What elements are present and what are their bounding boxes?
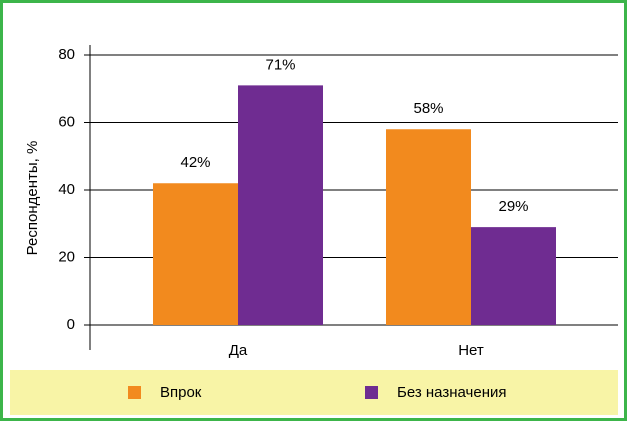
legend-label: Без назначения	[397, 384, 506, 401]
x-tick-label: Нет	[458, 342, 484, 359]
y-tick-label: 60	[58, 113, 75, 130]
y-tick-label: 80	[58, 46, 75, 63]
legend-swatch	[128, 386, 141, 399]
bar	[386, 129, 471, 325]
bar	[153, 183, 238, 325]
x-tick-label: Да	[229, 342, 248, 359]
bar	[471, 227, 556, 325]
value-label: 58%	[413, 100, 443, 117]
y-tick-label: 40	[58, 181, 75, 198]
legend-label: Впрок	[160, 384, 202, 401]
y-tick-label: 20	[58, 248, 75, 265]
value-label: 71%	[265, 56, 295, 73]
bar	[238, 85, 323, 325]
value-label: 42%	[180, 154, 210, 171]
value-label: 29%	[498, 198, 528, 215]
y-axis-label: Респонденты, %	[24, 141, 41, 256]
legend-band	[10, 370, 618, 415]
legend-swatch	[365, 386, 378, 399]
y-tick-label: 0	[67, 316, 75, 333]
